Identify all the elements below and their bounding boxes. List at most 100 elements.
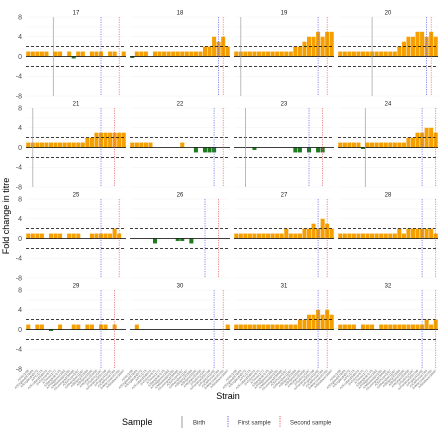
- bar: [388, 51, 393, 57]
- bar: [180, 238, 185, 241]
- bar: [351, 51, 356, 57]
- bar: [374, 233, 379, 239]
- bar: [429, 127, 434, 148]
- bar: [392, 233, 397, 239]
- bar: [35, 142, 40, 148]
- panel-label: 24: [385, 102, 392, 108]
- bar: [401, 324, 406, 330]
- bar: [302, 319, 307, 330]
- bar: [202, 46, 208, 57]
- bar: [351, 233, 356, 239]
- panel-20: 20: [338, 11, 438, 97]
- bar: [243, 51, 248, 57]
- bar: [234, 51, 239, 57]
- bar: [297, 233, 302, 239]
- bar: [356, 51, 361, 57]
- bar: [297, 147, 302, 153]
- bar: [143, 142, 148, 148]
- bar: [392, 324, 397, 330]
- bar: [410, 228, 416, 239]
- bar: [44, 51, 49, 57]
- bar: [202, 147, 208, 153]
- bar: [108, 51, 113, 57]
- bar: [270, 51, 275, 57]
- y-tick-label: -4: [16, 347, 22, 354]
- bar: [306, 228, 312, 239]
- bar: [316, 147, 321, 153]
- bar: [30, 233, 35, 239]
- bar: [410, 137, 416, 148]
- bar: [157, 51, 162, 57]
- y-tick-label: -4: [16, 165, 22, 172]
- bar: [342, 324, 347, 330]
- bar: [360, 147, 366, 149]
- x-axis-title: Strain: [216, 391, 240, 401]
- bar: [415, 228, 420, 239]
- panel-grid: 17 18 19 20 21 22 23 24 25 26 27 28 29 30 31 32: [26, 11, 438, 370]
- bar: [58, 51, 63, 57]
- bar: [302, 228, 307, 239]
- bar: [306, 314, 312, 330]
- bar: [365, 142, 370, 148]
- bar: [171, 51, 176, 57]
- bar: [356, 142, 361, 148]
- panel-31: 31: [234, 284, 334, 370]
- bar: [293, 147, 298, 153]
- bar: [184, 51, 189, 57]
- bar: [288, 233, 293, 239]
- bar: [35, 51, 40, 57]
- bar: [26, 324, 31, 330]
- bar: [117, 132, 122, 148]
- bar: [347, 324, 352, 330]
- bar: [397, 228, 402, 239]
- bar: [67, 142, 72, 148]
- y-tick-label: 4: [18, 34, 22, 41]
- bar: [103, 132, 108, 148]
- bar: [225, 324, 230, 330]
- bar: [247, 51, 252, 57]
- bar: [134, 142, 139, 148]
- bar: [356, 233, 361, 239]
- bar: [80, 142, 85, 148]
- y-tick-label: 8: [18, 196, 22, 203]
- bar: [134, 51, 139, 57]
- bar: [26, 51, 31, 57]
- bar: [275, 233, 280, 239]
- bar: [424, 127, 429, 148]
- bar: [266, 233, 271, 239]
- x-axis-ticks: A/HK/1/68A/England/878/69A/England/42/72…: [14, 369, 438, 392]
- bar: [388, 142, 393, 148]
- bar: [198, 51, 203, 57]
- bar: [347, 142, 352, 148]
- bar: [238, 324, 243, 330]
- bar: [152, 238, 158, 244]
- bar: [225, 46, 230, 57]
- bar: [383, 233, 388, 239]
- panel-18: 18: [130, 11, 230, 97]
- bar: [401, 142, 406, 148]
- bar: [293, 233, 298, 239]
- panel-22: 22: [130, 102, 230, 188]
- panel-label: 18: [177, 11, 184, 17]
- bar: [397, 46, 402, 57]
- bar: [48, 329, 54, 331]
- bar: [415, 31, 420, 57]
- bar: [35, 324, 40, 330]
- bar: [293, 324, 298, 330]
- bar: [180, 51, 185, 57]
- bar: [130, 142, 135, 148]
- bar: [329, 228, 334, 239]
- bar: [397, 142, 402, 148]
- bar: [297, 46, 302, 57]
- panel-label: 22: [177, 102, 184, 108]
- panel-label: 17: [73, 11, 80, 17]
- panel-32: 32: [338, 284, 438, 370]
- bar: [365, 51, 370, 57]
- y-tick-label: 0: [18, 327, 22, 334]
- bar: [401, 41, 406, 57]
- panel-label: 31: [281, 284, 288, 290]
- bar: [284, 51, 289, 57]
- bar: [175, 51, 180, 57]
- bar: [134, 324, 139, 330]
- bar: [383, 142, 388, 148]
